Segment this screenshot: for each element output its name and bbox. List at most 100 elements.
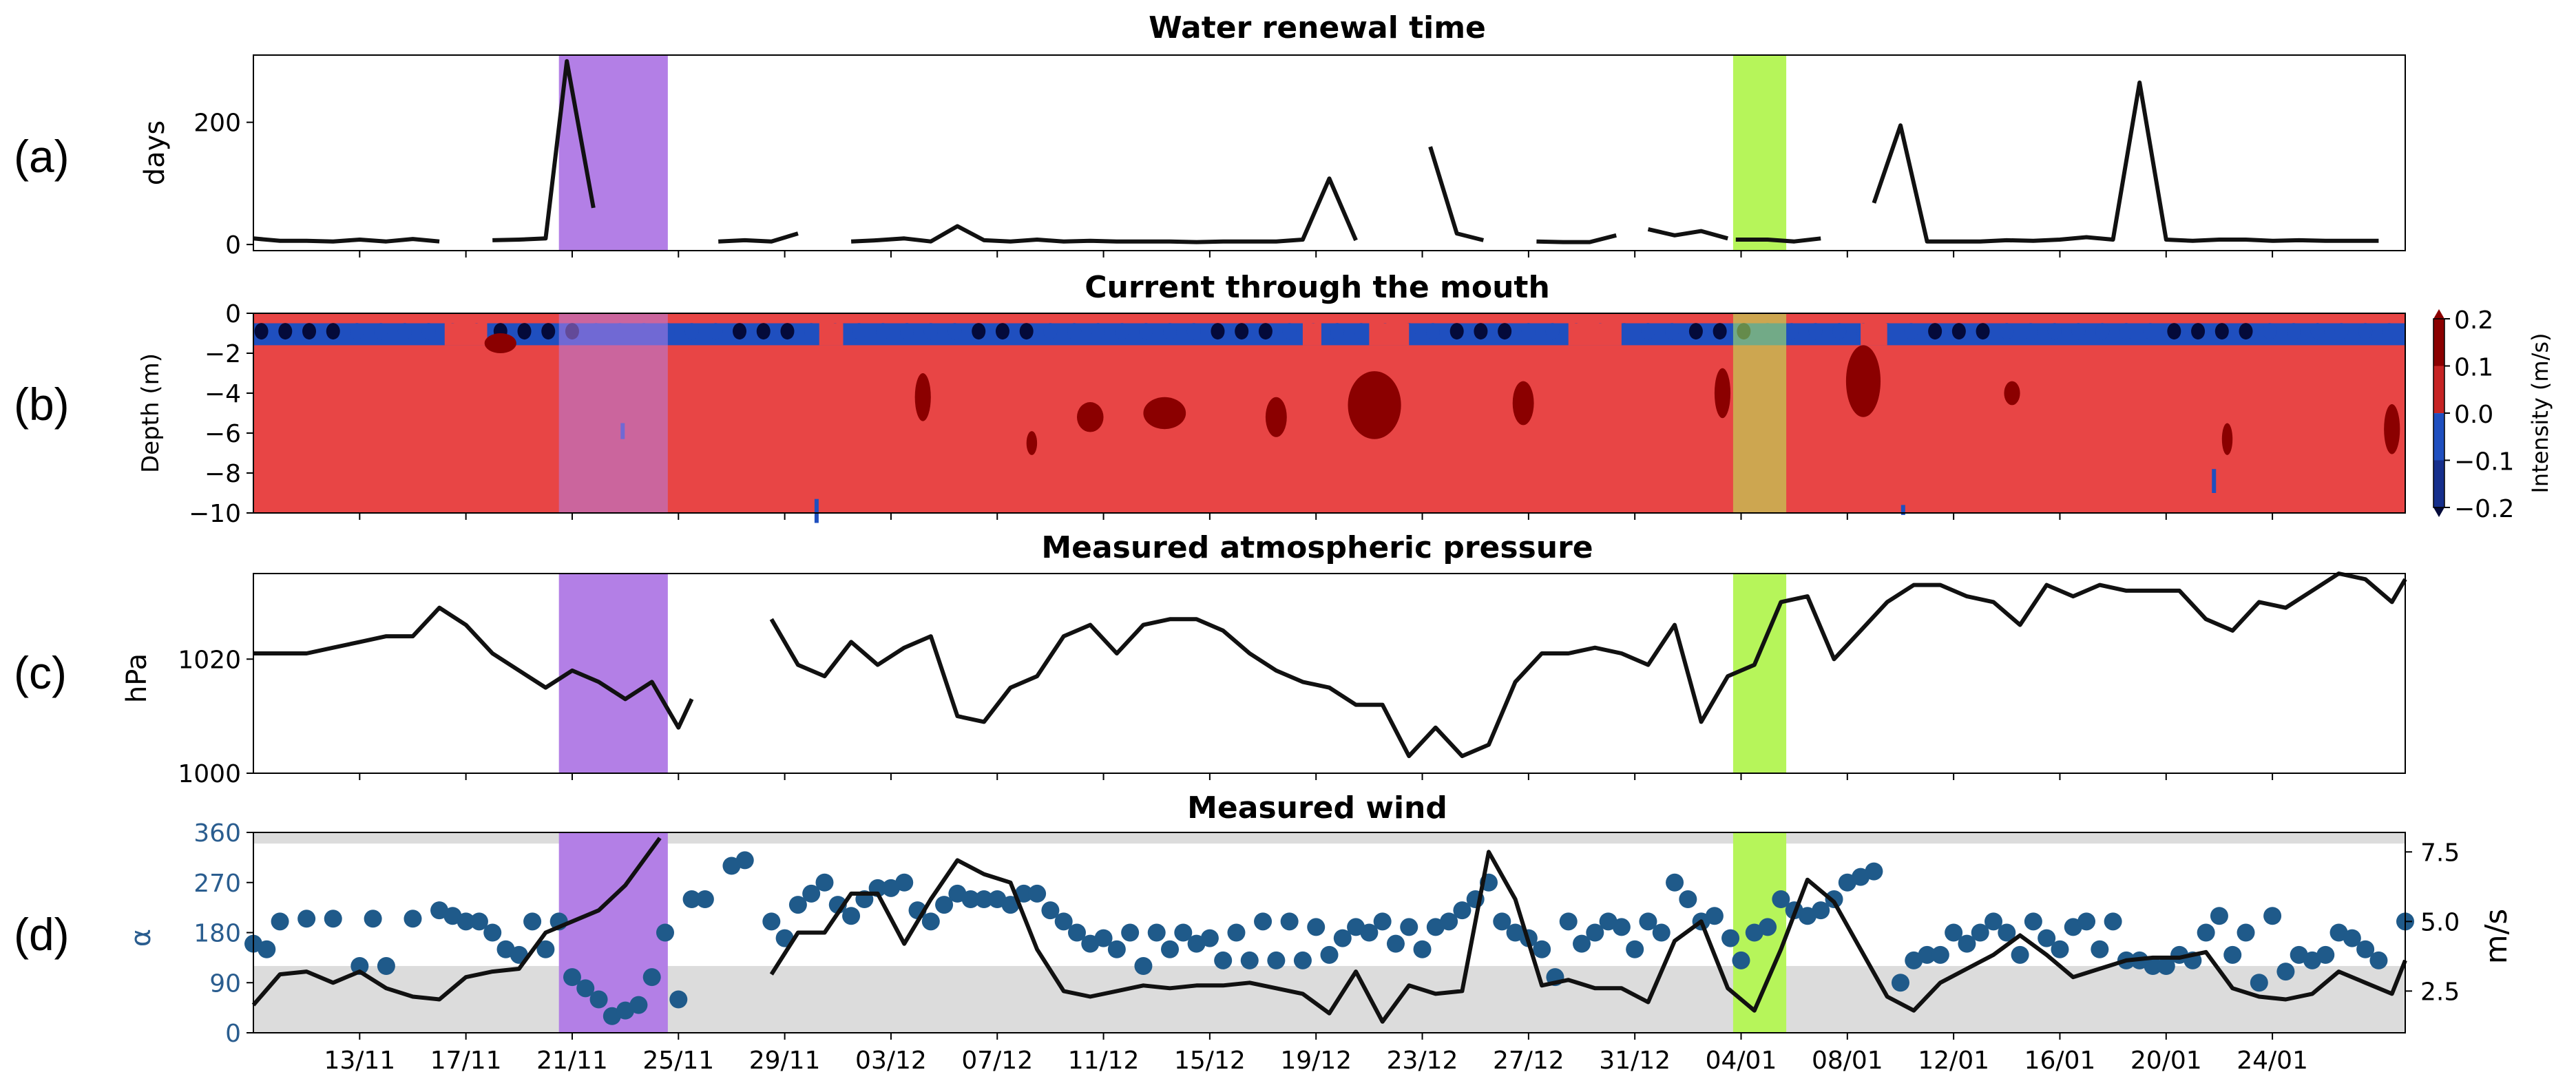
wind-direction-point (536, 940, 555, 958)
current-surface-cell (709, 323, 723, 340)
wind-direction-point (1533, 940, 1551, 958)
current-surface-gap (1568, 323, 1622, 346)
wind-direction-point (589, 990, 608, 1009)
wind-direction-point (735, 851, 754, 870)
wind-direction-point (1440, 912, 1458, 931)
wind-direction-point (2316, 945, 2335, 964)
current-strong-patch (1714, 368, 1731, 419)
wind-direction-point (1586, 923, 1604, 942)
current-surface-cell (780, 323, 795, 340)
pressure-line-segment (253, 605, 694, 730)
current-surface-cell (900, 323, 914, 340)
y-tick-label: 90 (209, 969, 241, 998)
wind-direction-point (1413, 940, 1432, 958)
current-surface-cell (2310, 323, 2325, 340)
current-strong-patch (1026, 431, 1038, 455)
wind-direction-point (1254, 912, 1273, 931)
wind-direction-point (1971, 923, 1989, 942)
current-surface-cell (2143, 323, 2157, 340)
wind-direction-point (364, 910, 382, 928)
wind-direction-point (1679, 890, 1697, 908)
wind-direction-point (2024, 912, 2042, 931)
wind-direction-point (1386, 934, 1405, 953)
wind-direction-point (2369, 951, 2388, 969)
wind-direction-point (377, 957, 395, 975)
current-strong-patch (1845, 345, 1881, 417)
wind-direction-point (1945, 923, 1963, 942)
wind-direction-point (1307, 918, 1326, 936)
current-surface-cell (374, 323, 388, 340)
wind-direction-point (297, 910, 316, 928)
current-surface-cell (1354, 323, 1368, 340)
wind-direction-point (1626, 940, 1644, 958)
current-surface-cell (1784, 323, 1799, 340)
wind-direction-point (1612, 918, 1631, 936)
colorbar-segment (2433, 366, 2444, 413)
colorbar-tick-label: 0.0 (2454, 401, 2493, 429)
wind-direction-point (1666, 873, 1684, 892)
wind-direction-point (1918, 945, 1936, 964)
current-surface-cell (1067, 323, 1082, 340)
current-surface-cell (541, 323, 556, 340)
wind-direction-point (1865, 862, 1883, 881)
current-surface-cell (2047, 323, 2062, 340)
wind-direction-point (695, 890, 714, 908)
current-surface-cell (1545, 323, 1560, 340)
colorbar-tick-label: 0.1 (2454, 354, 2493, 382)
wind-direction-point (629, 996, 648, 1014)
wind-direction-point (2343, 929, 2361, 947)
wind-direction-point (2077, 912, 2096, 931)
current-surface-cell (1235, 323, 1249, 340)
wind-direction-point (1320, 945, 1339, 964)
colorbar-segment (2433, 460, 2444, 507)
y-tick-label: −4 (205, 380, 241, 408)
current-surface-cell (2071, 323, 2086, 340)
x-tick-label: 23/12 (1387, 1047, 1458, 1075)
current-surface-cell (2382, 323, 2396, 340)
current-surface-cell (852, 323, 866, 340)
current-surface-cell (1186, 323, 1201, 340)
x-tick-label: 12/01 (1918, 1047, 1989, 1075)
wind-direction-point (762, 912, 781, 931)
x-tick-label: 11/12 (1068, 1047, 1140, 1075)
current-surface-cell (876, 323, 890, 340)
wind-direction-point (656, 923, 674, 942)
current-surface-cell (1808, 323, 1823, 340)
wind-direction-point (1559, 912, 1578, 931)
wind-direction-point (1400, 918, 1418, 936)
wind-direction-point (1998, 923, 2016, 942)
panel-label-b: (b) (14, 379, 70, 430)
panel-label-a: (a) (14, 131, 70, 182)
current-surface-cell (2263, 323, 2277, 340)
colorbar-extend-top (2433, 309, 2444, 319)
renewal-line-segment (1428, 146, 1485, 242)
x-tick-label: 03/12 (855, 1047, 927, 1075)
wind-direction-point (2011, 945, 2029, 964)
wind-direction-point (1891, 974, 1909, 992)
current-strong-patch (1348, 371, 1401, 439)
wind-direction-point (921, 912, 940, 931)
wind-direction-point (1825, 890, 1843, 908)
x-tick-label: 25/11 (642, 1047, 714, 1075)
current-surface-cell (2000, 323, 2014, 340)
y-tick-label: 1000 (178, 760, 241, 788)
y-tick-label: 360 (193, 819, 241, 848)
wind-direction-point (1147, 923, 1166, 942)
storm-highlight-band (558, 832, 668, 1033)
current-surface-cell (1043, 323, 1058, 340)
title-water-renewal: Water renewal time (1149, 10, 1486, 45)
current-surface-cell (2095, 323, 2110, 340)
current-strong-patch (1076, 402, 1104, 432)
wind-direction-point (1001, 896, 1020, 914)
wind-direction-point (1493, 912, 1511, 931)
wind-direction-point (1094, 929, 1113, 947)
current-strong-patch (2221, 423, 2233, 455)
current-surface-gap (444, 323, 488, 346)
current-surface-cell (1521, 323, 1536, 340)
y-tick-label: 1020 (178, 646, 241, 674)
current-surface-cell (756, 323, 771, 340)
wind-direction-point (2237, 923, 2255, 942)
wind-direction-point (271, 912, 289, 931)
wind-direction-point (1240, 951, 1259, 969)
current-strong-patch (484, 333, 516, 353)
